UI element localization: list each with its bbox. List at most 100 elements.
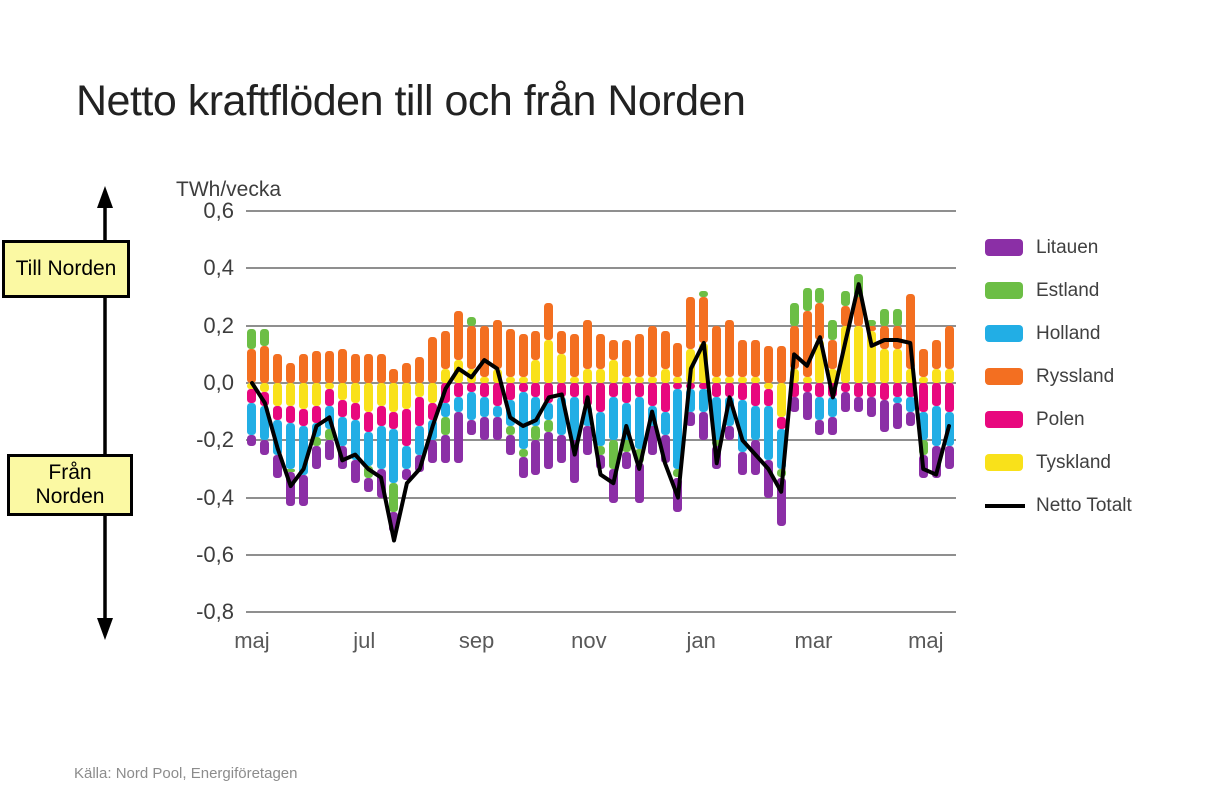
x-tick-label-maj: maj	[234, 628, 270, 653]
y-tick-label: -0,4	[196, 484, 234, 510]
bar-segment-litauen-w2	[260, 440, 270, 455]
bar-segment-ryssland-w15	[428, 337, 438, 383]
legend-item-polen: Polen	[985, 398, 1132, 441]
bar-segment-polen-w36	[699, 383, 709, 389]
bar-segment-estland-w43	[789, 302, 799, 326]
bar-segment-litauen-w13	[402, 468, 412, 481]
bar-segment-litauen-w23	[531, 440, 541, 475]
bar-segment-tyskland-w12	[389, 383, 399, 412]
bar-segment-holland-w12	[389, 428, 399, 484]
bar-segment-tyskland-w41	[763, 383, 773, 389]
bar-segment-holland-w24	[544, 403, 554, 421]
bar-segment-ryssland-w39	[738, 340, 747, 378]
bar-segment-ryssland-w2	[260, 345, 270, 383]
bar-segment-ryssland-w36	[699, 297, 709, 343]
bar-segment-estland-w6	[312, 437, 321, 446]
bar-segment-polen-w6	[312, 405, 321, 424]
legend-label: Tyskland	[1036, 451, 1111, 473]
bar-segment-litauen-w21	[505, 434, 515, 455]
bar-segment-estland-w46	[828, 319, 838, 341]
till-norden-label-box: Till Norden	[2, 240, 130, 298]
legend-swatch-icon	[985, 503, 1025, 508]
bar-segment-holland-w32	[647, 405, 657, 426]
bar-segment-ryssland-w9	[350, 354, 360, 383]
bar-segment-litauen-w25	[557, 434, 567, 464]
bar-segment-polen-w5	[299, 408, 309, 426]
bar-segment-litauen-w51	[892, 403, 902, 429]
bar-segment-litauen-w55	[944, 446, 954, 469]
bar-segment-holland-w45	[815, 397, 825, 421]
bar-segment-holland-w5	[299, 425, 309, 475]
bar-segment-polen-w13	[402, 408, 412, 446]
bar-segment-polen-w55	[944, 383, 954, 412]
bar-segment-polen-w30	[621, 383, 631, 404]
bar-segment-litauen-w37	[712, 446, 722, 469]
bar-segment-litauen-w16	[441, 434, 451, 464]
bar-segment-polen-w47	[841, 383, 851, 392]
bar-segment-ryssland-w3	[273, 354, 283, 383]
bar-segment-holland-w2	[260, 405, 270, 441]
bar-segment-tyskland-w29	[608, 360, 618, 383]
bar-segment-litauen-w5	[299, 474, 309, 507]
bar-segment-holland-w18	[466, 391, 476, 421]
legend-swatch-icon	[985, 282, 1023, 299]
bar-segment-polen-w44	[802, 383, 812, 392]
bar-segment-tyskland-w4	[286, 383, 296, 406]
chart-legend: Litauen Estland Holland Ryssland Polen Tyskla…	[985, 226, 1132, 527]
y-tick-label: 0,4	[203, 255, 234, 281]
legend-label: Estland	[1036, 279, 1100, 301]
bar-segment-tyskland-w46	[828, 368, 838, 383]
bar-segment-litauen-w8	[337, 446, 347, 469]
bar-segment-estland-w24	[544, 420, 554, 432]
bar-segment-ryssland-w50	[880, 325, 889, 349]
bar-segment-polen-w1	[247, 388, 257, 404]
bar-segment-estland-w31	[634, 448, 644, 464]
bar-segment-tyskland-w27	[583, 368, 593, 383]
bar-segment-polen-w3	[273, 405, 283, 421]
bar-segment-tyskland-w1	[247, 383, 257, 389]
bar-segment-holland-w14	[415, 425, 425, 455]
bar-segment-polen-w52	[905, 383, 915, 398]
gridline-y--0,6	[245, 553, 956, 556]
bar-segment-litauen-w30	[621, 451, 631, 469]
bar-segment-polen-w16	[441, 383, 451, 404]
legend-swatch-icon	[985, 411, 1023, 428]
bar-segment-polen-w53	[918, 383, 928, 412]
bar-segment-polen-w25	[557, 383, 567, 398]
legend-item-tyskland: Tyskland	[985, 441, 1132, 484]
bar-segment-litauen-w53	[918, 454, 928, 478]
bar-segment-holland-w22	[518, 391, 528, 449]
bar-segment-polen-w10	[363, 411, 373, 432]
bar-segment-ryssland-w31	[634, 334, 644, 378]
bar-segment-tyskland-w11	[376, 383, 386, 406]
legend-swatch-icon	[985, 325, 1023, 342]
bar-segment-polen-w32	[647, 383, 657, 406]
bar-segment-holland-w6	[312, 423, 321, 438]
bar-segment-holland-w37	[712, 397, 722, 441]
bar-segment-litauen-w28	[596, 454, 605, 469]
bar-segment-holland-w20	[492, 405, 502, 418]
bar-segment-ryssland-w34	[673, 342, 683, 378]
bar-segment-estland-w50	[880, 308, 889, 326]
page-title: Netto kraftflöden till och från Norden	[76, 76, 746, 125]
bar-segment-polen-w45	[815, 383, 825, 398]
bar-segment-litauen-w33	[660, 434, 670, 464]
bar-segment-ryssland-w19	[479, 325, 489, 378]
bar-segment-tyskland-w25	[557, 354, 567, 383]
bar-segment-ryssland-w53	[918, 348, 928, 378]
bar-segment-litauen-w35	[686, 411, 696, 426]
bar-segment-estland-w51	[892, 308, 902, 326]
bar-segment-estland-w28	[596, 446, 605, 455]
bar-segment-estland-w2	[260, 328, 270, 346]
bar-segment-polen-w2	[260, 391, 270, 406]
bar-segment-estland-w29	[608, 440, 618, 469]
bar-segment-holland-w16	[441, 403, 451, 418]
bar-segment-holland-w23	[531, 397, 541, 426]
bar-segment-polen-w22	[518, 383, 528, 392]
bar-segment-ryssland-w20	[492, 319, 502, 369]
x-tick-label-jan: jan	[686, 628, 716, 653]
bar-segment-litauen-w27	[583, 425, 593, 455]
y-tick-label: -0,2	[196, 427, 234, 453]
bar-segment-estland-w1	[247, 328, 257, 349]
bar-segment-ryssland-w26	[570, 334, 580, 378]
